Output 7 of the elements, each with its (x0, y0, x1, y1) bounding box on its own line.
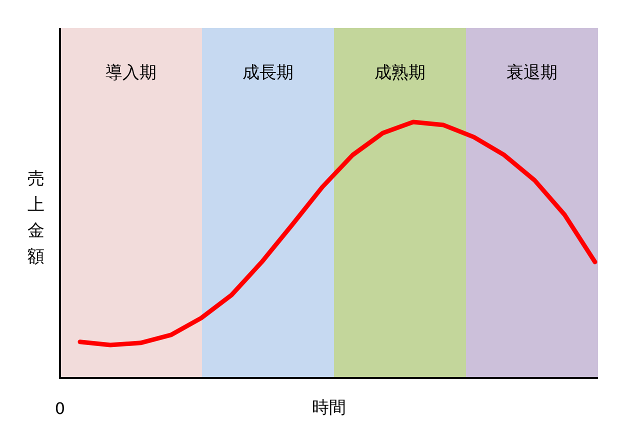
y-axis-title: 売上金額 (28, 169, 44, 267)
x-axis-title: 時間 (312, 398, 346, 418)
text: 導入期 (106, 63, 156, 83)
text: 0 (54, 399, 66, 418)
text: 成熟期 (374, 63, 426, 83)
text: 成長期 (242, 63, 294, 83)
text: 衰退期 (506, 63, 558, 83)
